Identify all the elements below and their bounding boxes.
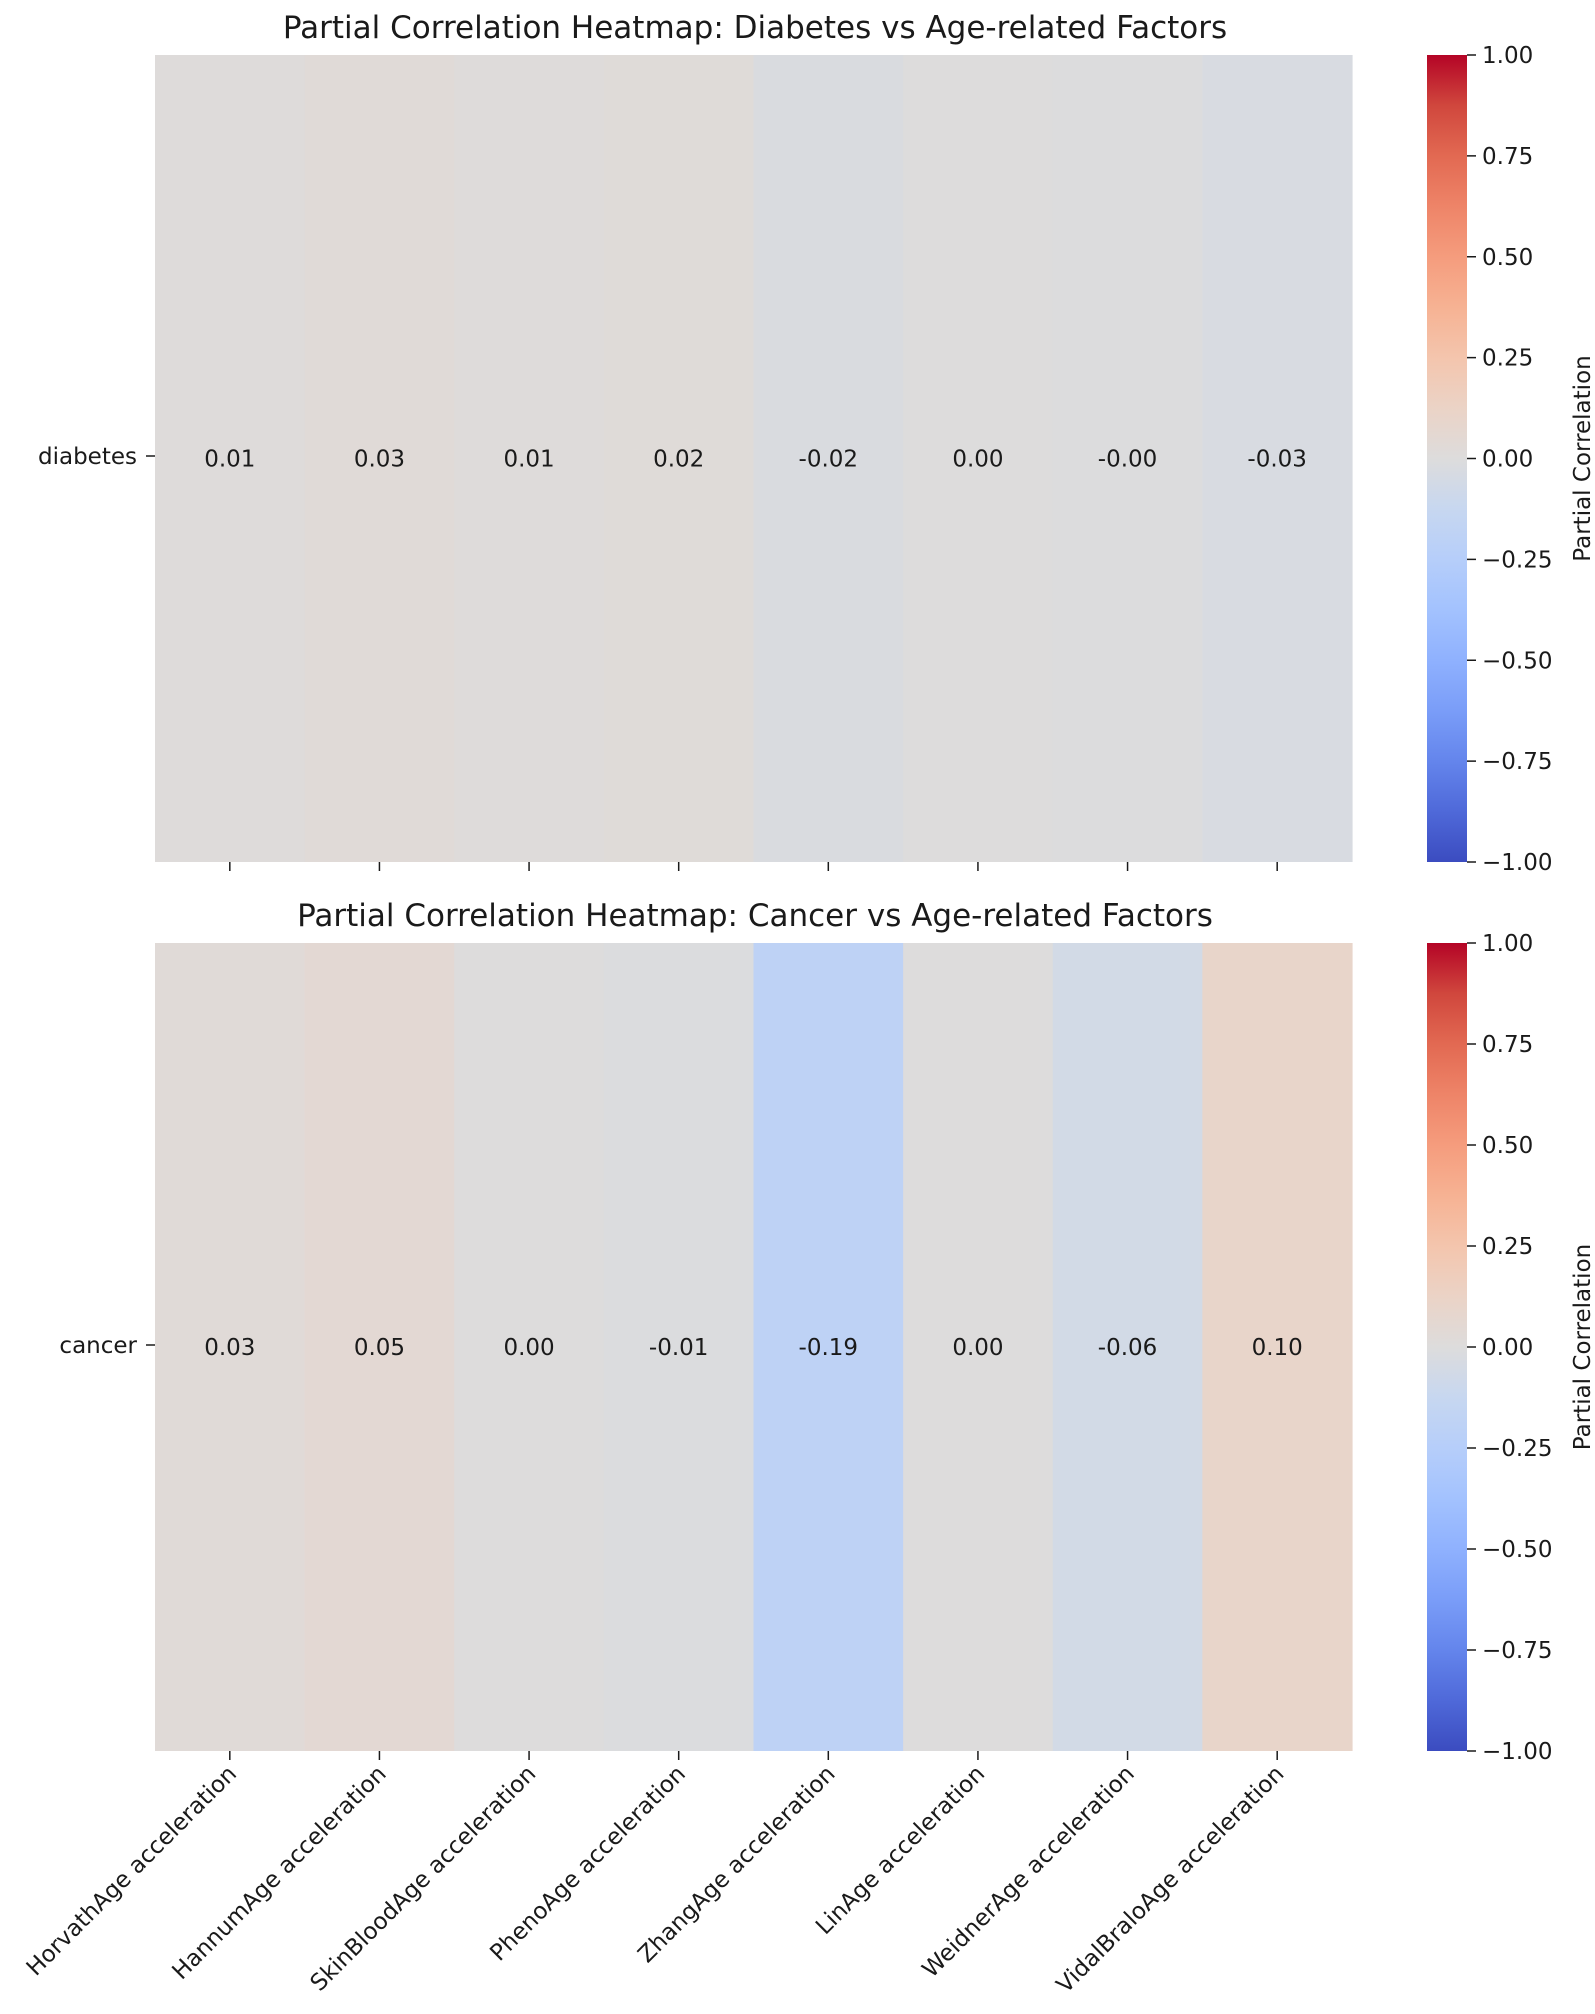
colorbar-tick-label: 0.75 (1482, 1032, 1533, 1058)
heatmap-cell (753, 943, 904, 1751)
colorbar-tick-label: −0.25 (1482, 1436, 1552, 1462)
cell-value-label: -0.02 (799, 447, 859, 473)
heatmap-panel-diabetes: Partial Correlation Heatmap: Diabetes vs… (38, 10, 1595, 876)
y-axis-tick: diabetes (38, 444, 155, 470)
cell-value-label: 0.00 (952, 447, 1003, 473)
cell-value-label: -0.06 (1098, 1335, 1158, 1361)
cell-value-label: 0.03 (354, 447, 405, 473)
x-axis-ticks (229, 862, 1278, 871)
cell-value-label: -0.03 (1247, 447, 1307, 473)
heatmap-cell (155, 55, 306, 862)
cell-value-label: -0.01 (649, 1335, 709, 1361)
heatmap-cell (304, 55, 455, 862)
cell-value-label: -0.00 (1098, 447, 1158, 473)
colorbar-ticks: 1.00 0.75 0.50 0.25 0.00 −0.25 −0.50 −0.75 −1.00 (1467, 931, 1552, 1765)
cell-value-label: 0.00 (503, 1335, 554, 1361)
chart-title: Partial Correlation Heatmap: Cancer vs A… (297, 898, 1213, 934)
x-tick-label: LinAge acceleration (811, 1761, 990, 1940)
colorbar-tick-label: 0.25 (1482, 346, 1533, 372)
cell-value-label: 0.10 (1252, 1335, 1303, 1361)
colorbar-ticks: 1.00 0.75 0.50 0.25 0.00 −0.25 −0.50 −0.75 −1.00 (1467, 43, 1552, 876)
heatmap-cell (903, 55, 1054, 862)
heatmap-cell (1052, 55, 1203, 862)
heatmap-cell (1052, 943, 1203, 1751)
chart-title: Partial Correlation Heatmap: Diabetes vs… (283, 10, 1227, 46)
colorbar-tick-label: −0.50 (1482, 1537, 1552, 1563)
cell-value-label: 0.05 (354, 1335, 405, 1361)
colorbar-gradient (1427, 943, 1467, 1751)
colorbar-tick-label: 0.00 (1482, 1335, 1533, 1361)
colorbar-tick-label: 0.00 (1482, 447, 1533, 473)
cell-value-label: 0.03 (204, 1335, 255, 1361)
colorbar-tick-label: −0.75 (1482, 749, 1552, 775)
y-tick-label: cancer (59, 1333, 137, 1359)
cell-value-label: 0.02 (653, 447, 704, 473)
heatmap-cell (454, 943, 605, 1751)
colorbar-tick-label: −1.00 (1482, 1739, 1552, 1765)
heatmap-cell (903, 943, 1054, 1751)
cell-value-label: -0.19 (799, 1335, 859, 1361)
colorbar: 1.00 0.75 0.50 0.25 0.00 −0.25 −0.50 −0.75 −1.00… (1427, 43, 1595, 876)
heatmap-cell (454, 55, 605, 862)
colorbar-tick-label: 0.50 (1482, 1133, 1533, 1159)
colorbar-gradient (1427, 55, 1467, 862)
heatmap-cells: 0.03 0.05 0.00 -0.01 -0.19 0.00 -0.06 0.10 (155, 943, 1353, 1751)
colorbar-tick-label: 0.75 (1482, 144, 1533, 170)
heatmap-cell (304, 943, 455, 1751)
cell-value-label: 0.01 (503, 447, 554, 473)
colorbar-tick-label: 1.00 (1482, 931, 1533, 957)
heatmap-panel-cancer: Partial Correlation Heatmap: Cancer vs A… (22, 898, 1595, 1998)
cell-value-label: 0.00 (952, 1335, 1003, 1361)
colorbar-tick-label: −0.25 (1482, 547, 1552, 573)
heatmap-cell (753, 55, 904, 862)
colorbar-tick-label: 0.50 (1482, 245, 1533, 271)
colorbar-label: Partial Correlation (1570, 355, 1595, 561)
colorbar-tick-label: 1.00 (1482, 43, 1533, 69)
heatmap-cell (1202, 55, 1353, 862)
colorbar-label: Partial Correlation (1570, 1244, 1595, 1450)
heatmap-cell (1202, 943, 1353, 1751)
heatmap-cell (155, 943, 306, 1751)
colorbar-tick-label: −0.75 (1482, 1638, 1552, 1664)
heatmap-cells: 0.01 0.03 0.01 0.02 -0.02 0.00 -0.00 -0.03 (155, 55, 1353, 862)
colorbar-tick-label: −0.50 (1482, 648, 1552, 674)
heatmap-cell (603, 943, 755, 1751)
cell-value-label: 0.01 (204, 447, 255, 473)
y-tick-label: diabetes (38, 444, 137, 470)
colorbar-tick-label: 0.25 (1482, 1234, 1533, 1260)
colorbar-tick-label: −1.00 (1482, 850, 1552, 876)
heatmap-cell (603, 55, 755, 862)
colorbar: 1.00 0.75 0.50 0.25 0.00 −0.25 −0.50 −0.75 −1.00… (1427, 931, 1595, 1765)
y-axis-tick: cancer (59, 1333, 155, 1359)
